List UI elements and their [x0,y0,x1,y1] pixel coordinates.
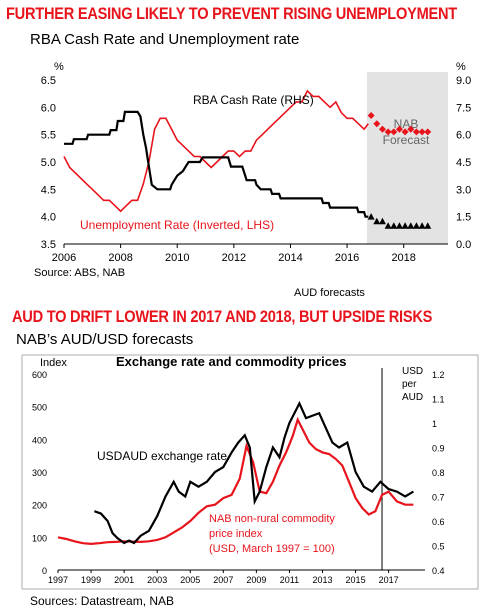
y-right-tick: 0.8 [432,468,445,478]
cash-rate-forecast-point [373,217,381,225]
y-left-tick: 600 [32,370,47,380]
subtitle-1: RBA Cash Rate and Unemployment rate [30,31,300,48]
source-2: Sources: Datastream, NAB [30,594,175,608]
y-right-tick: 0.6 [432,517,445,527]
y-right-tick: 4.5 [456,157,471,169]
series-exchange-rate-line [94,400,414,545]
y-right-tick: 0.7 [432,493,445,503]
commodity-annotation: price index [209,528,263,540]
unemployment-forecast-point [378,125,386,133]
x-tick-label: 2008 [108,252,132,264]
unemployment-forecast-point [390,128,398,136]
y-right-tick: 3.0 [456,184,471,196]
x-tick-label: 2013 [312,575,332,585]
x-tick-label: 2005 [180,575,200,585]
y-right-tick: 9.0 [456,75,471,87]
cash-rate-forecast-point [390,222,398,229]
x-tick-label: 2012 [222,252,246,264]
y-left-tick: 5.5 [41,130,56,142]
aud-forecasts-caption: AUD forecasts [294,287,365,299]
chart2-title: Exchange rate and commodity prices [116,354,346,369]
y-right-unit: USD [402,366,423,377]
unemployment-forecast-point [401,128,409,136]
cash-rate-forecast-point [407,222,415,229]
y-left-tick: 200 [32,501,47,511]
headline-1: FURTHER EASING LIKELY TO PREVENT RISING … [6,4,457,23]
y-left-tick: 0 [42,566,47,576]
forecast-label-line-2: Forecast [383,133,430,147]
commodity-annotation: (USD, March 1997 = 100) [209,543,335,555]
cash-rate-annotation: RBA Cash Rate (RHS) [193,93,314,107]
y-left-tick: 6.5 [41,75,56,87]
y-left-unit: Index [40,357,67,369]
y-left-tick: 3.5 [41,239,56,251]
cash-rate-forecast-point [384,222,392,229]
unemployment-forecast-point [367,112,375,120]
y-left-tick: 6.0 [41,102,56,114]
series-cash-rate-line [64,110,369,218]
y-right-tick: 6.0 [456,130,471,142]
x-tick-label: 2014 [278,252,302,264]
commodity-annotation: NAB non-rural commodity [209,513,335,525]
x-tick-label: 2001 [114,575,134,585]
y-left-tick: 4.0 [41,212,56,224]
x-tick-label: 2009 [246,575,266,585]
chart2-frame [21,354,479,590]
cash-rate-forecast-point [412,222,420,229]
unemployment-forecast-point [418,128,426,136]
x-tick-label: 2011 [280,575,299,585]
cash-rate-forecast-point [378,217,386,225]
unemployment-forecast-point [407,125,415,133]
series-unemployment-line [63,89,369,213]
cash-rate-forecast-point [395,222,403,229]
x-tick-label: 2006 [52,252,76,264]
y-left-tick: 100 [32,533,47,543]
x-tick-label: 2015 [346,575,366,585]
x-tick-label: 2017 [379,575,399,585]
cash-rate-forecast-point [424,222,432,229]
y-right-unit: AUD [402,392,423,403]
x-tick-label: 2003 [147,575,167,585]
y-left-tick: 300 [32,468,47,478]
headline-2: AUD TO DRIFT LOWER IN 2017 AND 2018, BUT… [12,307,433,326]
y-right-tick: 0.5 [432,542,445,552]
y-left-tick: 500 [32,403,47,413]
unemployment-forecast-point [373,120,381,128]
exchange-rate-annotation: USDAUD exchange rate [97,449,227,463]
unemployment-annotation: Unemployment Rate (Inverted, LHS) [80,218,274,232]
unemployment-forecast-point [412,128,420,136]
cash-rate-forecast-point [418,222,426,229]
y-left-tick: 5.0 [41,157,56,169]
series-commodity-line [57,416,414,546]
cash-rate-forecast-point [401,222,409,229]
x-tick-label: 2016 [335,252,359,264]
unemployment-forecast-point [424,128,432,136]
y-right-unit: % [456,61,466,73]
y-right-tick: 7.5 [456,102,471,114]
unemployment-forecast-point [395,125,403,133]
y-right-unit: per [402,379,417,390]
forecast-region [366,72,448,244]
y-right-tick: 1.5 [456,212,471,224]
unemployment-forecast-point [384,128,392,136]
x-tick-label: 1999 [81,575,101,585]
subtitle-2: NAB’s AUD/USD forecasts [16,331,194,348]
y-right-tick: 0.0 [456,239,471,251]
y-right-tick: 1.1 [432,395,445,405]
y-right-tick: 0.9 [432,444,445,454]
x-tick-label: 2010 [165,252,189,264]
cash-rate-forecast-point [367,213,375,220]
y-right-tick: 1.2 [432,370,445,380]
x-tick-label: 2018 [391,252,415,264]
y-left-tick: 400 [32,435,47,445]
y-right-tick: 0.4 [432,566,445,576]
y-left-tick: 4.5 [41,184,56,196]
x-tick-label: 2007 [213,575,233,585]
source-1: Source: ABS, NAB [34,267,126,279]
y-right-tick: 1 [432,419,437,429]
y-left-unit: % [54,61,64,73]
x-tick-label: 1997 [48,575,68,585]
